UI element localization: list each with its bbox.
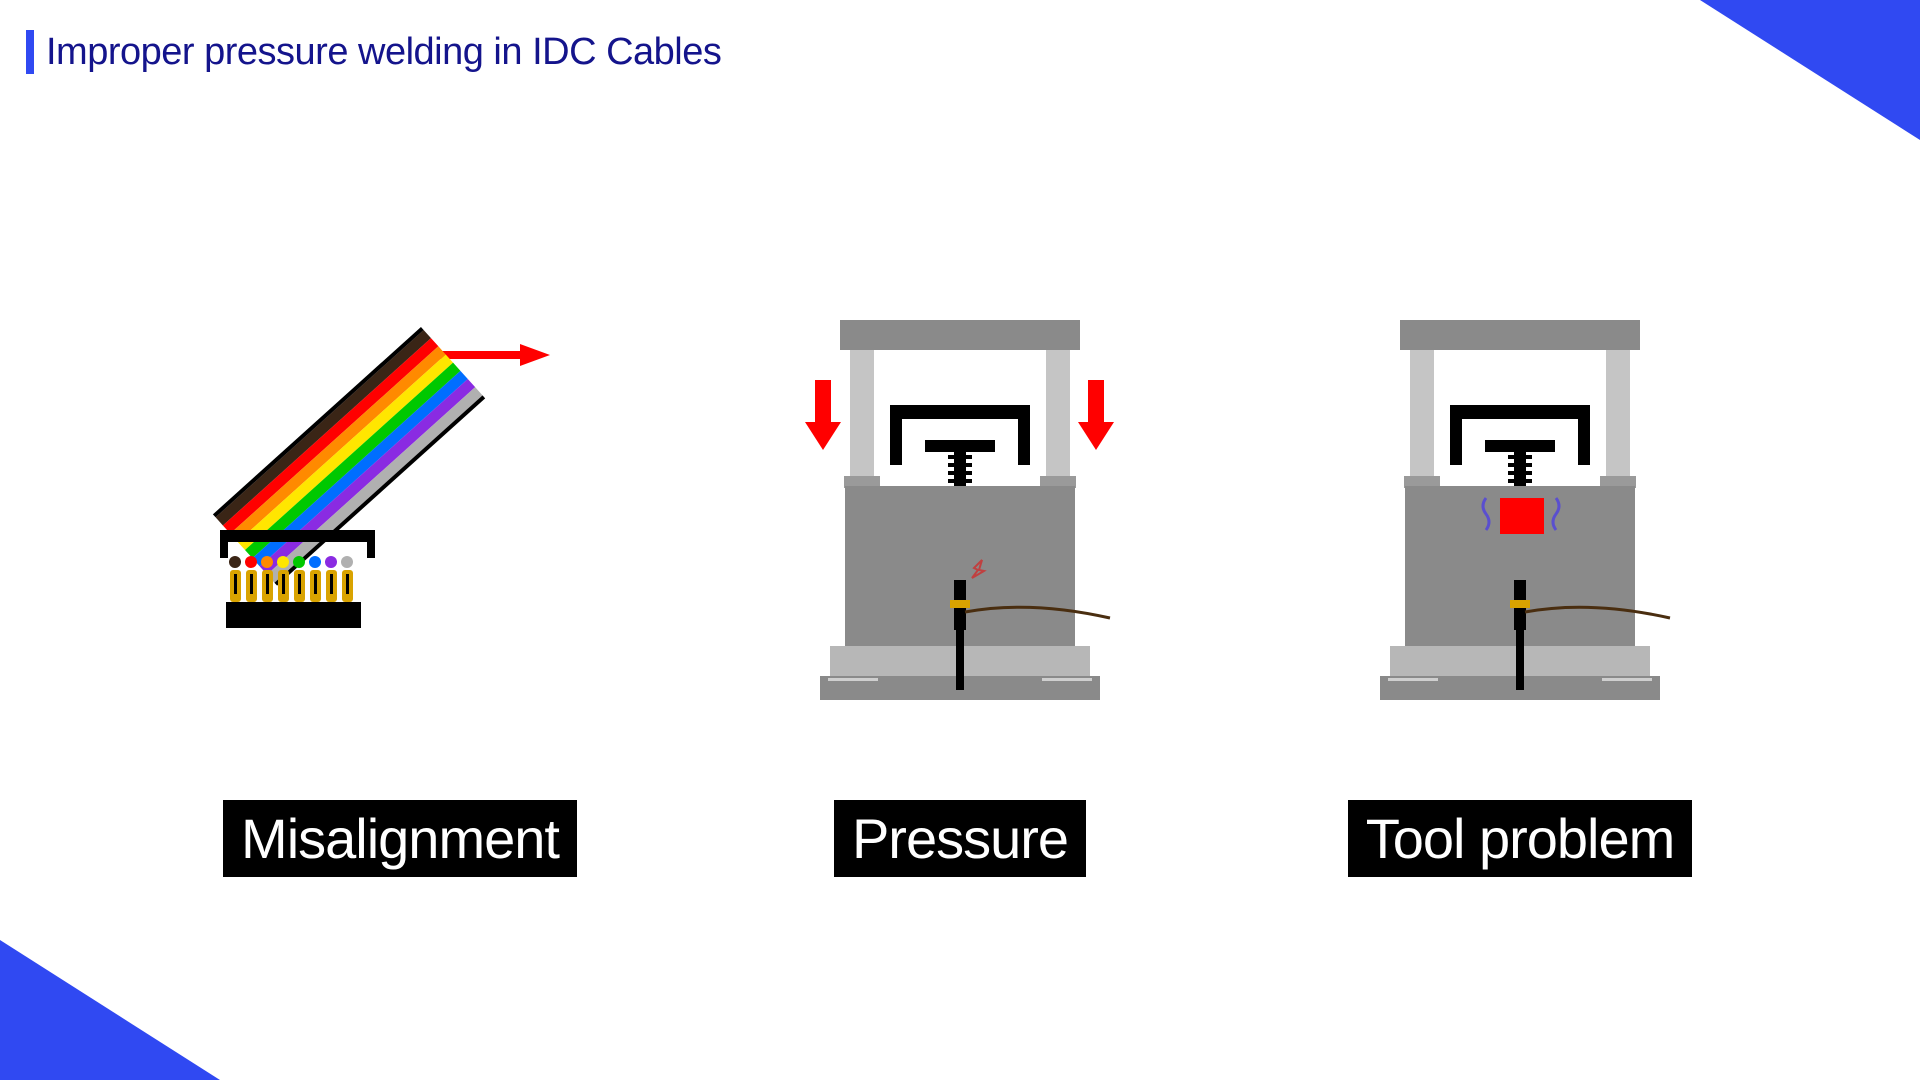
corner-decoration-tr bbox=[1700, 0, 1920, 140]
title-accent-bar bbox=[26, 30, 34, 74]
panel-pressure: Pressure bbox=[750, 300, 1170, 877]
press-machine-faulty-icon bbox=[1380, 320, 1670, 700]
panel-misalignment: Misalignment bbox=[190, 300, 610, 877]
down-arrow-left-icon bbox=[805, 380, 841, 450]
panel-label-tool: Tool problem bbox=[1348, 800, 1693, 877]
pressure-diagram bbox=[750, 300, 1170, 730]
motion-arrow-icon bbox=[440, 344, 550, 366]
misalignment-diagram bbox=[190, 300, 610, 730]
title-container: Improper pressure welding in IDC Cables bbox=[26, 30, 721, 74]
tool-problem-diagram bbox=[1310, 300, 1730, 730]
panel-label-misalignment: Misalignment bbox=[223, 800, 577, 877]
corner-decoration-bl bbox=[0, 940, 220, 1080]
down-arrow-right-icon bbox=[1078, 380, 1114, 450]
panel-tool-problem: Tool problem bbox=[1310, 300, 1730, 877]
panels-row: Misalignment bbox=[0, 300, 1920, 877]
press-machine-icon bbox=[820, 320, 1110, 700]
panel-label-pressure: Pressure bbox=[834, 800, 1086, 877]
ribbon-cable-icon bbox=[213, 327, 485, 586]
page-title: Improper pressure welding in IDC Cables bbox=[46, 31, 721, 74]
